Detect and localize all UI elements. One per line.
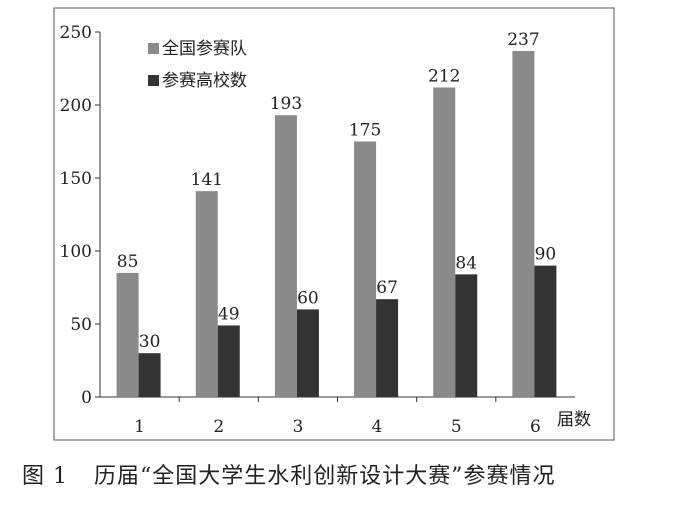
legend-label: 参赛高校数 — [162, 70, 247, 91]
bar — [138, 353, 161, 397]
x-tick-label: 2 — [213, 417, 224, 437]
bar-chart: 0 50 100 150 200 250 1 2 3 4 5 6 届数 85 141 193 175 212 23… — [53, 7, 615, 441]
y-tick-label: 50 — [70, 315, 92, 335]
x-tick-label: 5 — [451, 417, 462, 437]
data-labels: 85 141 193 175 212 237 30 49 60 67 84 90 — [117, 30, 556, 352]
bar — [376, 299, 399, 397]
y-tick-label: 150 — [60, 169, 92, 189]
x-tick-label: 1 — [134, 417, 145, 437]
bar — [296, 309, 319, 397]
data-label: 30 — [139, 332, 161, 352]
data-label: 84 — [455, 253, 477, 273]
figure-number: 图 1 — [22, 464, 68, 489]
data-label: 49 — [218, 304, 240, 324]
plot-frame — [53, 7, 615, 441]
bar — [217, 325, 240, 397]
x-tick-label: 4 — [372, 417, 383, 437]
bar — [354, 141, 377, 397]
bar — [274, 115, 297, 397]
data-label: 175 — [349, 121, 381, 141]
data-label: 141 — [191, 170, 223, 190]
legend-swatch — [148, 75, 159, 86]
data-label: 237 — [507, 30, 539, 50]
bars — [116, 50, 557, 397]
x-tick-label: 6 — [530, 417, 541, 437]
x-tick-label: 3 — [293, 417, 304, 437]
y-tick-label: 0 — [81, 388, 92, 408]
data-label: 193 — [270, 94, 302, 114]
bar — [534, 265, 557, 397]
y-tick-label: 100 — [60, 242, 92, 262]
data-label: 67 — [376, 278, 398, 298]
data-label: 90 — [535, 245, 557, 265]
figure-title: 历届“全国大学生水利创新设计大赛”参赛情况 — [94, 464, 556, 489]
data-label: 85 — [117, 252, 139, 272]
y-tick-label: 200 — [60, 96, 92, 116]
y-tick-label: 250 — [60, 23, 92, 43]
bar — [116, 272, 139, 397]
bar — [455, 274, 478, 397]
x-axis-label: 届数 — [557, 410, 591, 430]
axes: 0 50 100 150 200 250 1 2 3 4 5 6 届数 — [60, 23, 591, 437]
data-label: 212 — [428, 66, 460, 86]
bar — [512, 50, 535, 397]
figure-caption: 图 1 历届“全国大学生水利创新设计大赛”参赛情况 — [22, 458, 556, 490]
data-label: 60 — [297, 288, 319, 308]
bar — [433, 87, 456, 397]
bar — [195, 191, 218, 397]
legend-label: 全国参赛队 — [162, 38, 247, 59]
legend-swatch — [148, 43, 159, 54]
